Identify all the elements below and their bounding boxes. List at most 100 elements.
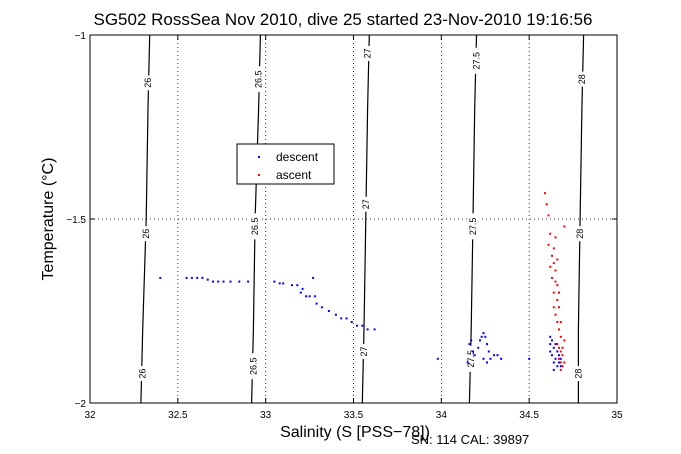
descent-point xyxy=(559,365,562,368)
ascent-point xyxy=(561,354,564,357)
ascent-point xyxy=(552,306,555,309)
ascent-point xyxy=(544,192,546,195)
contour-label: 26 xyxy=(143,78,153,88)
contour-label-bg xyxy=(252,66,265,93)
contour-label: 27 xyxy=(363,48,373,58)
ascent-point xyxy=(545,203,548,206)
descent-point xyxy=(559,357,562,360)
descent-point xyxy=(373,328,376,331)
descent-point xyxy=(212,280,214,283)
descent-point xyxy=(496,354,499,357)
descent-point xyxy=(201,276,204,279)
ascent-point xyxy=(551,276,553,279)
descent-point xyxy=(229,280,232,283)
contour-label-bg xyxy=(359,196,372,212)
density-contours: 26 26 26 26.5 26.5 26.5 27 27 27 27.5 27.5 27.5 28 28… xyxy=(136,34,588,404)
descent-point xyxy=(549,335,552,338)
descent-point xyxy=(470,339,473,342)
descent-point xyxy=(313,295,316,298)
descent-point xyxy=(356,324,358,327)
x-tick-label: 32 xyxy=(84,410,96,421)
descent-point xyxy=(282,282,285,285)
ascent-point xyxy=(547,214,550,217)
chart-title: SG502 RossSea Nov 2010, dive 25 started … xyxy=(94,10,593,29)
legend: descent ascent xyxy=(236,143,335,185)
ascent-point xyxy=(559,321,562,323)
descent-point xyxy=(366,328,369,331)
descent-point xyxy=(552,361,555,364)
ascent-point xyxy=(549,232,552,235)
descent-point xyxy=(196,276,199,279)
contour-label: 26.5 xyxy=(248,357,258,375)
legend-marker-ascent xyxy=(258,174,260,176)
x-tick-label: 35 xyxy=(611,410,623,421)
descent-point xyxy=(489,357,492,360)
descent-point xyxy=(558,354,560,357)
ascent-point xyxy=(554,313,557,316)
ascent-point xyxy=(556,299,559,301)
ascent-point xyxy=(554,236,557,239)
descent-point xyxy=(436,357,439,360)
contour-label-bg xyxy=(249,213,262,240)
descent-point xyxy=(500,357,503,360)
ascent-point xyxy=(558,357,560,360)
descent-point xyxy=(273,280,276,283)
ascent-point xyxy=(558,328,560,331)
ascent-point xyxy=(549,265,552,268)
descent-point xyxy=(312,276,315,279)
y-axis-ticks: −2 −1.5 −1 xyxy=(66,31,617,410)
ascent-point xyxy=(559,335,562,338)
contour-label: 26.5 xyxy=(250,218,260,236)
descent-point xyxy=(468,343,471,346)
descent-point xyxy=(206,278,209,281)
descent-point xyxy=(466,361,469,364)
descent-point xyxy=(552,368,555,371)
ascent-point xyxy=(552,291,555,294)
descent-point xyxy=(472,350,474,353)
contour-label-bg xyxy=(141,75,154,91)
descent-point xyxy=(477,346,480,349)
ascent-point xyxy=(556,284,559,287)
contour-label: 26 xyxy=(138,369,148,379)
descent-point xyxy=(301,287,304,290)
contour-label: 27 xyxy=(359,346,369,356)
descent-point xyxy=(482,357,485,360)
contour-label-bg xyxy=(572,366,585,382)
descent-point xyxy=(291,284,293,287)
descent-point xyxy=(327,310,330,312)
descent-point xyxy=(350,321,353,323)
contour-label: 27.5 xyxy=(466,350,476,368)
y-axis-label: Temperature (°C) xyxy=(40,158,57,281)
descent-point xyxy=(486,361,488,364)
descent-point xyxy=(554,357,557,360)
descent-point xyxy=(552,346,555,349)
descent-point xyxy=(556,365,559,368)
ascent-point xyxy=(563,361,566,364)
x-tick-label: 32.5 xyxy=(168,410,188,421)
descent-point xyxy=(345,317,348,320)
ascent-point xyxy=(556,321,559,323)
contour-label-bg xyxy=(247,353,260,380)
descent-point xyxy=(480,335,483,338)
y-tick-label: −1.5 xyxy=(66,215,86,226)
descent-point xyxy=(486,343,488,346)
descent-point xyxy=(305,295,308,298)
contour-label: 27.5 xyxy=(472,52,482,70)
descent-point xyxy=(551,354,553,357)
contour-label: 27 xyxy=(361,199,371,209)
ascent-point xyxy=(551,254,553,257)
descent-point xyxy=(185,276,188,279)
descent-series xyxy=(159,276,562,371)
contour-label: 28 xyxy=(577,74,587,84)
legend-label-ascent: ascent xyxy=(276,168,312,182)
descent-point xyxy=(340,317,343,320)
descent-point xyxy=(247,280,250,283)
y-tick-label: −1 xyxy=(75,31,87,42)
contour-label: 28 xyxy=(573,369,583,379)
descent-point xyxy=(334,313,337,316)
contour-label-bg xyxy=(466,213,479,240)
descent-point xyxy=(549,350,552,353)
data-points xyxy=(159,192,566,371)
ascent-point xyxy=(563,225,566,228)
ascent-point xyxy=(552,247,555,250)
